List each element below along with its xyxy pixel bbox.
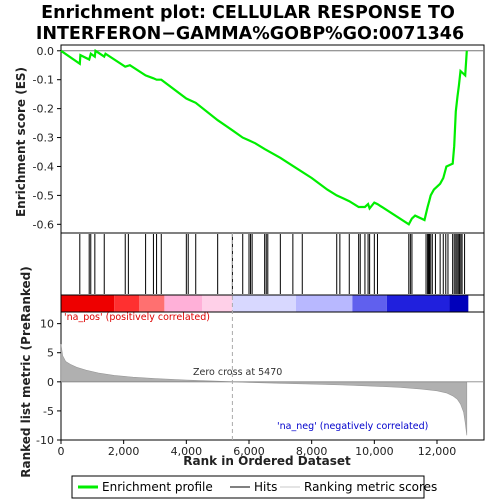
chart-title-line1: Enrichment plot: CELLULAR RESPONSE TO [41, 3, 455, 23]
heatmap-bar [60, 294, 485, 313]
metric-frame [60, 311, 485, 441]
metric-tick-label: 10 [40, 318, 54, 331]
metric-panel: 10 5 0 -5 -10 0 2,000 4,000 6,000 8,000 10,000 12,0… [36, 233, 485, 458]
es-tick-label: -0.4 [33, 160, 54, 173]
heatmap-segment [139, 295, 165, 312]
es-tick-label: -0.5 [33, 189, 54, 202]
metric-tick-label: -5 [43, 405, 54, 418]
es-tick-label: -0.3 [33, 132, 54, 145]
es-panel: 0.0 -0.1 -0.2 -0.3 -0.4 -0.5 -0.6 [33, 44, 485, 234]
chart-title-line2: INTERFERON−GAMMA%GOBP%GO:0071346 [36, 24, 464, 44]
metric-area [60, 343, 468, 436]
zero-cross-label: Zero cross at 5470 [193, 367, 282, 378]
legend: Enrichment profile Hits Ranking metric s… [71, 475, 437, 499]
pos-label: 'na_pos' (positively correlated) [64, 312, 210, 323]
metric-axis-label: Ranked list metric (PreRanked) [19, 266, 33, 478]
es-tick-label: -0.2 [33, 103, 54, 116]
es-tick-label: -0.6 [33, 218, 54, 231]
es-frame [60, 44, 485, 234]
hits-panel [60, 232, 485, 296]
heatmap-segment [352, 295, 387, 312]
legend-metric-label: Ranking metric scores [304, 480, 437, 494]
heatmap-segment [296, 295, 353, 312]
legend-hits-label: Hits [254, 480, 277, 494]
x-tick-label: 8,000 [296, 445, 328, 458]
es-axis-label: Enrichment score (ES) [14, 67, 28, 217]
metric-tick-label: 5 [47, 347, 54, 360]
x-tick-label: 10,000 [355, 445, 394, 458]
heatmap-segment [114, 295, 140, 312]
x-tick-label: 6,000 [233, 445, 265, 458]
heatmap-segment [61, 295, 115, 312]
x-tick-label: 2,000 [108, 445, 140, 458]
neg-label: 'na_neg' (negatively correlated) [277, 421, 428, 432]
heatmap-segment [386, 295, 450, 312]
es-profile-line [60, 48, 468, 226]
es-tick-label: -0.1 [33, 74, 54, 87]
x-axis-label: Rank in Ordered Dataset [183, 454, 351, 468]
es-tick-label: 0.0 [37, 45, 55, 58]
metric-tick-label: 0 [47, 376, 54, 389]
hits-frame [60, 232, 485, 296]
heatmap-segment [164, 295, 202, 312]
x-tick-label: 4,000 [171, 445, 203, 458]
metric-tick-label: -10 [36, 434, 54, 447]
heatmap-segment [232, 295, 296, 312]
heatmap-segment [449, 295, 469, 312]
x-tick-label: 12,000 [418, 445, 457, 458]
heatmap-segment [202, 295, 233, 312]
x-tick-label: 0 [58, 445, 65, 458]
legend-es-label: Enrichment profile [102, 480, 213, 494]
